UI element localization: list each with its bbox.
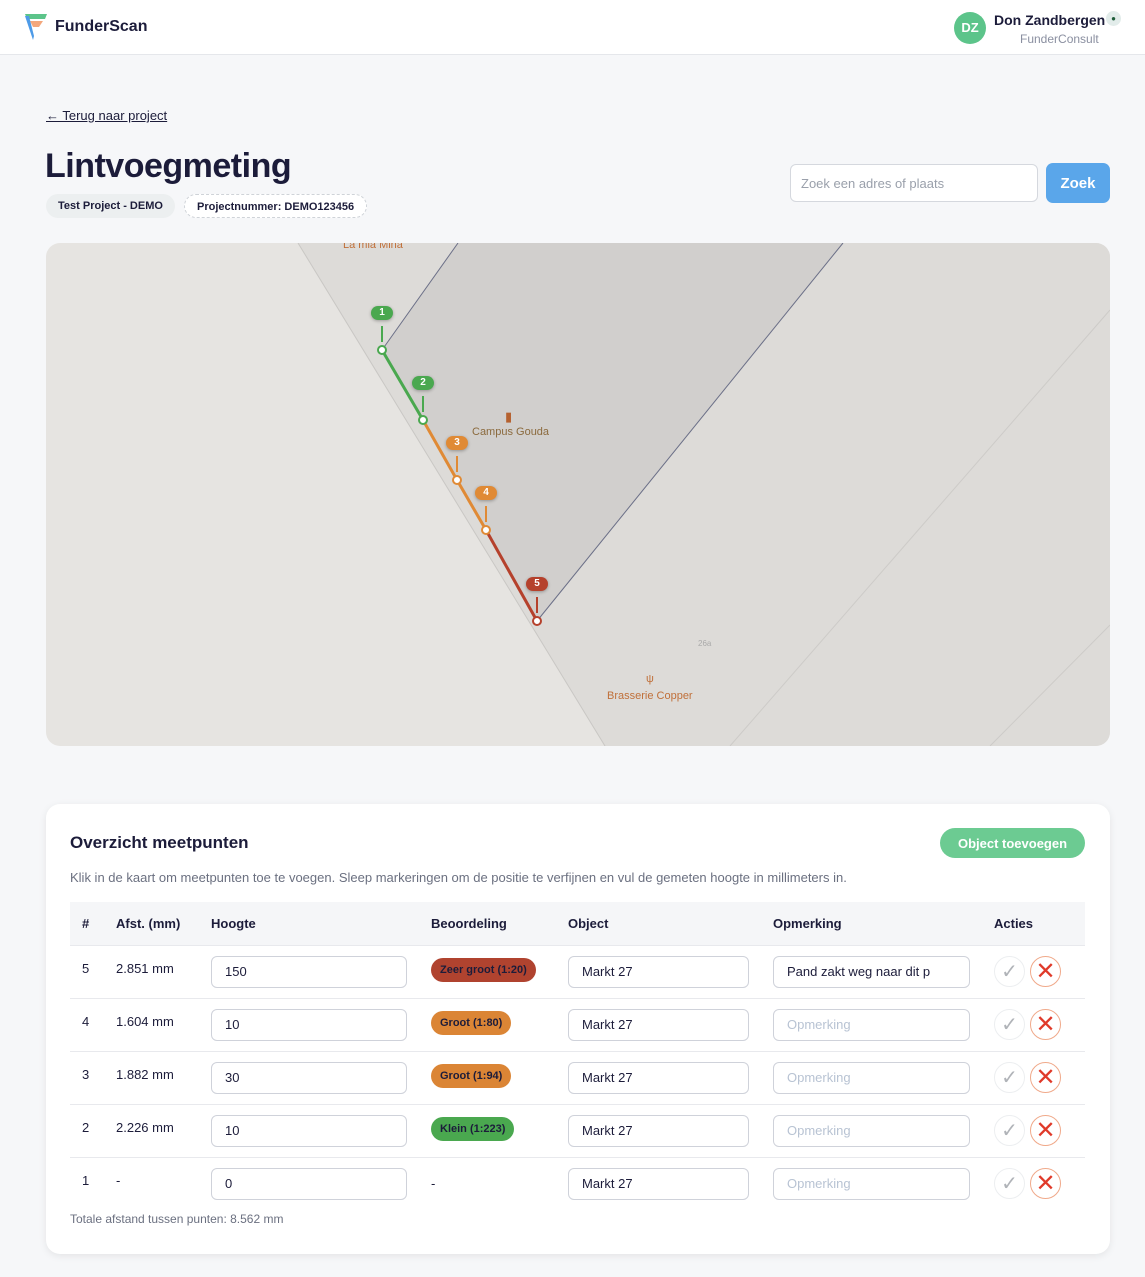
row-number: 4	[70, 997, 116, 1051]
confirm-check-icon[interactable]: ✓	[994, 1168, 1025, 1200]
top-bar: FunderScan DZ Don Zandbergen ● FunderCon…	[0, 0, 1145, 55]
restaurant-icon: ψ	[646, 673, 654, 685]
marker-point[interactable]	[377, 345, 387, 355]
height-input[interactable]	[211, 955, 407, 988]
row-number: 3	[70, 1050, 116, 1104]
user-organization: FunderConsult	[1020, 32, 1099, 46]
map-shapes	[297, 243, 1110, 746]
col-number: #	[70, 902, 116, 945]
avatar[interactable]: DZ	[954, 12, 986, 44]
rating-badge: Groot (1:80)	[431, 1011, 512, 1035]
marker-label-3[interactable]: 3	[446, 436, 468, 450]
house-number: 26a	[698, 639, 712, 648]
row-distance: 1.604 mm	[116, 997, 211, 1051]
object-input[interactable]: Markt 27	[568, 955, 749, 988]
delete-x-icon[interactable]: ✕	[1030, 1115, 1061, 1146]
remark-input[interactable]	[773, 1167, 970, 1200]
remark-input[interactable]	[773, 1114, 970, 1147]
height-input[interactable]	[211, 1114, 407, 1147]
page-title: Lintvoegmeting	[45, 147, 292, 185]
project-name-chip: Test Project - DEMO	[46, 194, 175, 218]
marker-point[interactable]	[481, 525, 491, 535]
confirm-check-icon[interactable]: ✓	[994, 1115, 1025, 1146]
height-input[interactable]	[211, 1167, 407, 1200]
table-row: 5 2.851 mm Zeer groot (1:20) Markt 27 ✓✕	[70, 944, 1085, 998]
measurement-route	[377, 326, 542, 626]
rating-badge: Klein (1:223)	[431, 1117, 515, 1141]
row-distance: -	[116, 1156, 211, 1210]
rating-text: -	[431, 1176, 436, 1192]
add-object-button[interactable]: Object toevoegen	[940, 828, 1085, 858]
object-input[interactable]: Markt 27	[568, 1061, 749, 1094]
route-segment	[455, 479, 488, 531]
row-number: 5	[70, 944, 116, 998]
col-rating: Beoordeling	[431, 902, 568, 945]
project-number-chip: Projectnummer: DEMO123456	[184, 194, 368, 218]
remark-input[interactable]	[773, 1008, 970, 1041]
col-height: Hoogte	[211, 902, 431, 945]
row-number: 2	[70, 1103, 116, 1157]
remark-input[interactable]	[773, 1061, 970, 1094]
object-input[interactable]: Markt 27	[568, 1167, 749, 1200]
remark-input[interactable]	[773, 955, 970, 988]
poi-label: Campus Gouda	[472, 426, 550, 438]
table-row: 4 1.604 mm Groot (1:80) Markt 27 ✓✕	[70, 997, 1085, 1051]
height-input[interactable]	[211, 1008, 407, 1041]
col-object: Object	[568, 902, 773, 945]
table-row: 2 2.226 mm Klein (1:223) Markt 27 ✓✕	[70, 1103, 1085, 1157]
overview-title: Overzicht meetpunten	[70, 833, 249, 852]
back-to-project-link[interactable]: ← Terug naar project	[46, 108, 168, 123]
col-remark: Opmerking	[773, 902, 994, 945]
delete-x-icon[interactable]: ✕	[1030, 1168, 1061, 1200]
table-row: 1 - - Markt 27 ✓✕	[70, 1156, 1085, 1210]
height-input[interactable]	[211, 1061, 407, 1094]
marker-label-4[interactable]: 4	[475, 486, 497, 500]
poi-label: Brasserie Copper	[607, 690, 693, 702]
poi-label: La mia Mina	[343, 243, 403, 251]
user-status-icon: ●	[1106, 11, 1121, 26]
delete-x-icon[interactable]: ✕	[1030, 1062, 1061, 1093]
delete-x-icon[interactable]: ✕	[1030, 956, 1061, 987]
object-input[interactable]: Markt 27	[568, 1008, 749, 1041]
measurement-overview-card: Overzicht meetpunten Object toevoegen Kl…	[46, 804, 1110, 1254]
marker-label-2[interactable]: 2	[412, 376, 434, 390]
measurement-table: # Afst. (mm) Hoogte Beoordeling Object O…	[70, 902, 1085, 1210]
route-segment	[421, 419, 459, 481]
school-icon: ▮	[505, 409, 513, 424]
overview-description: Klik in de kaart om meetpunten toe te vo…	[70, 870, 847, 885]
marker-point[interactable]	[418, 415, 428, 425]
row-distance: 1.882 mm	[116, 1050, 211, 1104]
delete-x-icon[interactable]: ✕	[1030, 1009, 1061, 1040]
row-distance: 2.851 mm	[116, 944, 211, 998]
object-input[interactable]: Markt 27	[568, 1114, 749, 1147]
user-name[interactable]: Don Zandbergen	[994, 12, 1106, 28]
col-distance: Afst. (mm)	[116, 902, 211, 945]
marker-point[interactable]	[532, 616, 542, 626]
route-segment	[484, 529, 539, 622]
rating-badge: Groot (1:94)	[431, 1064, 512, 1088]
row-distance: 2.226 mm	[116, 1103, 211, 1157]
confirm-check-icon[interactable]: ✓	[994, 1062, 1025, 1093]
marker-label-1[interactable]: 1	[371, 306, 393, 320]
marker-point[interactable]	[452, 475, 462, 485]
map[interactable]: La mia Mina ▮ Campus Gouda ψ Brasserie C…	[46, 243, 1110, 746]
total-distance: Totale afstand tussen punten: 8.562 mm	[70, 1212, 284, 1226]
col-actions: Acties	[994, 902, 1085, 945]
row-number: 1	[70, 1156, 116, 1210]
address-search-input[interactable]	[790, 164, 1038, 202]
brand-name: FunderScan	[55, 18, 148, 35]
confirm-check-icon[interactable]: ✓	[994, 1009, 1025, 1040]
rating-badge: Zeer groot (1:20)	[431, 958, 536, 982]
route-segment	[380, 349, 425, 421]
marker-label-5[interactable]: 5	[526, 577, 548, 591]
table-row: 3 1.882 mm Groot (1:94) Markt 27 ✓✕	[70, 1050, 1085, 1104]
confirm-check-icon[interactable]: ✓	[994, 956, 1025, 987]
search-button[interactable]: Zoek	[1046, 163, 1110, 203]
funderscan-logo-icon	[25, 14, 47, 40]
